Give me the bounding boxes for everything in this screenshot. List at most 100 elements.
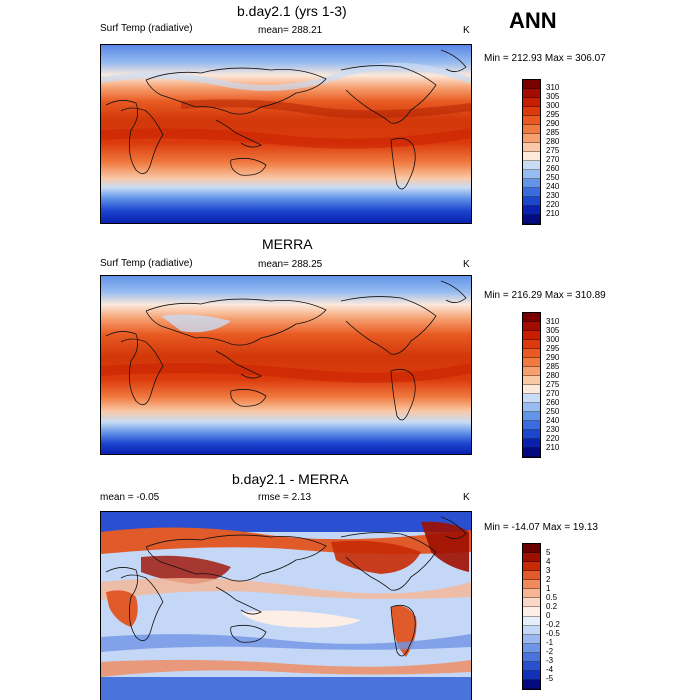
colorbar-swatch [523, 661, 540, 671]
panel-1-cb-tick: 310 [546, 83, 560, 92]
panel-3-cb-tick: -1 [546, 638, 554, 647]
colorbar-swatch [523, 571, 540, 581]
colorbar-swatch [523, 403, 540, 412]
colorbar-swatch [523, 625, 540, 635]
panel-3-coastlines [105, 516, 467, 657]
colorbar-swatch [523, 439, 540, 448]
panel-3-cb-tick: -2 [546, 647, 554, 656]
panel-3-rmse-label: rmse = 2.13 [258, 492, 312, 503]
panel-3-units-label: K [463, 492, 470, 503]
colorbar-swatch [523, 553, 540, 563]
panel-3-cb-tick: 2 [546, 575, 551, 584]
panel-1-cb-tick: 270 [546, 155, 560, 164]
panel-3-cb-tick: 3 [546, 566, 551, 575]
panel-1-cb-tick: 280 [546, 137, 560, 146]
panel-2-cb-tick: 280 [546, 371, 560, 380]
panel-2-mean-label: mean= 288.25 [258, 259, 323, 270]
panel-1-map [100, 44, 472, 224]
colorbar-swatch [523, 349, 540, 358]
panel-1-map-field [101, 45, 471, 223]
panel-1-minmax: Min = 212.93 Max = 306.07 [484, 53, 606, 64]
colorbar-swatch [523, 589, 540, 599]
panel-1-cb-tick: 300 [546, 101, 560, 110]
panel-3-cb-tick: 0 [546, 611, 551, 620]
colorbar-swatch [523, 215, 540, 224]
colorbar-swatch [523, 340, 540, 349]
panel-1-variable-label: Surf Temp (radiative) [100, 23, 193, 34]
panel-2-cb-tick: 260 [546, 398, 560, 407]
panel-2-units-label: K [463, 259, 470, 270]
panel-3-colorbar [522, 543, 541, 690]
panel-1-cb-tick: 220 [546, 200, 560, 209]
panel-1-title: b.day2.1 (yrs 1-3) [237, 3, 347, 19]
panel-2-cb-tick: 290 [546, 353, 560, 362]
panel-3-cb-tick: 0.5 [546, 593, 558, 602]
panel-2-map [100, 275, 472, 455]
colorbar-swatch [523, 313, 540, 322]
colorbar-swatch [523, 679, 540, 689]
colorbar-swatch [523, 367, 540, 376]
colorbar-swatch [523, 143, 540, 152]
panel-2-cb-tick: 270 [546, 389, 560, 398]
colorbar-swatch [523, 80, 540, 89]
panel-1-cb-tick: 275 [546, 146, 560, 155]
panel-2-minmax: Min = 216.29 Max = 310.89 [484, 290, 606, 301]
panel-1-cb-tick: 285 [546, 128, 560, 137]
panel-2-cb-tick: 285 [546, 362, 560, 371]
colorbar-swatch [523, 188, 540, 197]
panel-2-coastlines [105, 280, 467, 421]
colorbar-swatch [523, 634, 540, 644]
colorbar-swatch [523, 331, 540, 340]
panel-3-cb-tick: -3 [546, 656, 554, 665]
colorbar-swatch [523, 430, 540, 439]
panel-1-cb-tick: 250 [546, 173, 560, 182]
panel-3-mean-label: mean = -0.05 [100, 492, 160, 503]
panel-1-cb-tick: 210 [546, 209, 560, 218]
colorbar-swatch [523, 598, 540, 608]
colorbar-swatch [523, 616, 540, 626]
panel-3-cb-tick: 4 [546, 557, 551, 566]
panel-1-colorbar [522, 79, 541, 225]
panel-1-units-label: K [463, 25, 470, 36]
colorbar-swatch [523, 580, 540, 590]
panel-3-cb-tick: -4 [546, 665, 554, 674]
panel-2-cb-tick: 305 [546, 326, 560, 335]
colorbar-swatch [523, 197, 540, 206]
panel-3-minmax: Min = -14.07 Max = 19.13 [484, 522, 598, 533]
panel-1-cb-tick: 240 [546, 182, 560, 191]
panel-3-cb-tick: 1 [546, 584, 551, 593]
panel-2-title: MERRA [262, 236, 313, 252]
colorbar-swatch [523, 125, 540, 134]
colorbar-swatch [523, 544, 540, 554]
colorbar-swatch [523, 448, 540, 457]
panel-3-cb-tick: -0.5 [546, 629, 560, 638]
panel-3-map-field [101, 512, 471, 700]
colorbar-swatch [523, 652, 540, 662]
colorbar-swatch [523, 670, 540, 680]
colorbar-swatch [523, 170, 540, 179]
colorbar-swatch [523, 376, 540, 385]
panel-1-cb-tick: 260 [546, 164, 560, 173]
colorbar-swatch [523, 116, 540, 125]
colorbar-swatch [523, 385, 540, 394]
panel-2-cb-tick: 250 [546, 407, 560, 416]
panel-2-cb-tick: 275 [546, 380, 560, 389]
panel-1-coastlines [105, 49, 467, 190]
panel-1-cb-tick: 305 [546, 92, 560, 101]
panel-3-cb-tick: 5 [546, 548, 551, 557]
panel-2-cb-tick: 230 [546, 425, 560, 434]
panel-3-map [100, 511, 472, 700]
panel-1-mean-label: mean= 288.21 [258, 25, 323, 36]
panel-2-colorbar [522, 312, 541, 458]
colorbar-swatch [523, 421, 540, 430]
season-label: ANN [509, 8, 557, 33]
colorbar-swatch [523, 394, 540, 403]
colorbar-swatch [523, 562, 540, 572]
panel-1-cb-tick: 290 [546, 119, 560, 128]
colorbar-swatch [523, 161, 540, 170]
panel-2-cb-tick: 310 [546, 317, 560, 326]
colorbar-swatch [523, 107, 540, 116]
panel-3-title: b.day2.1 - MERRA [232, 471, 349, 487]
panel-2-map-field [101, 276, 471, 454]
panel-2-cb-tick: 220 [546, 434, 560, 443]
